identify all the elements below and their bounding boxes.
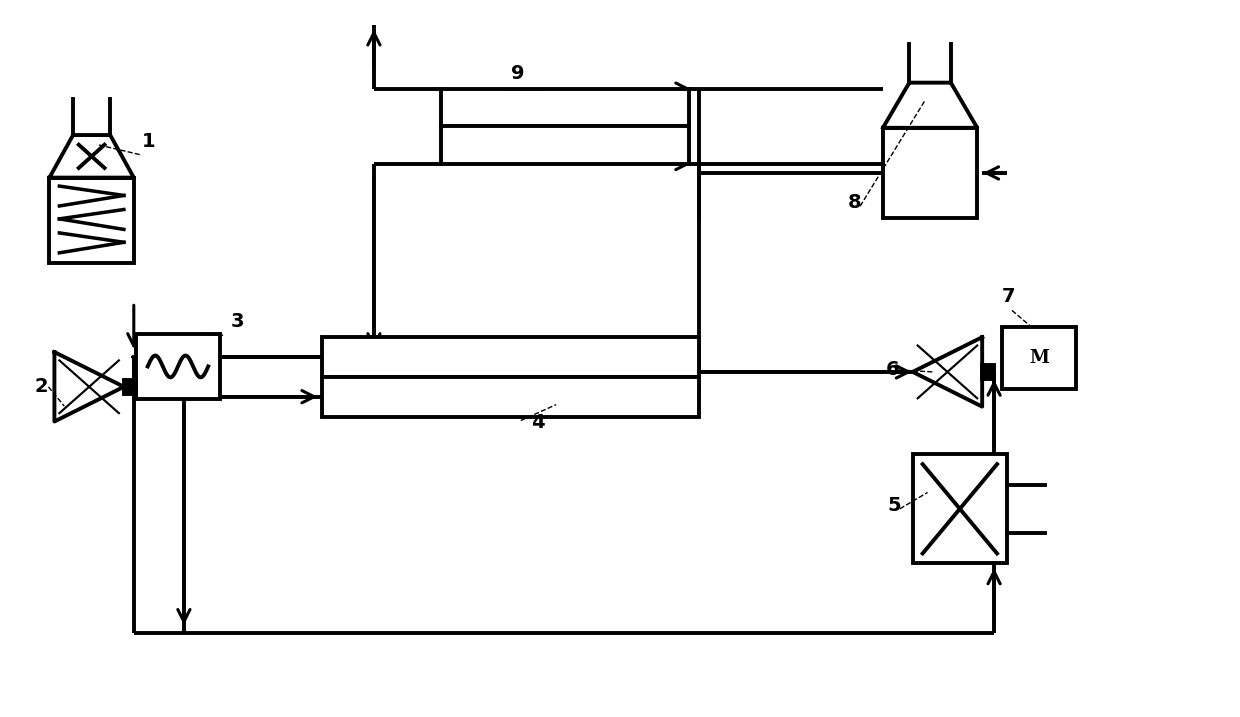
Bar bbox=[913, 455, 1007, 564]
Bar bbox=[883, 128, 977, 218]
Polygon shape bbox=[50, 135, 134, 178]
Bar bbox=[136, 334, 221, 399]
Text: M: M bbox=[1029, 349, 1049, 367]
Text: 6: 6 bbox=[885, 360, 899, 379]
Bar bbox=[1002, 327, 1076, 389]
Text: 2: 2 bbox=[35, 376, 48, 396]
Polygon shape bbox=[883, 82, 977, 128]
Polygon shape bbox=[913, 337, 982, 407]
Text: 4: 4 bbox=[531, 414, 544, 432]
Bar bbox=[982, 365, 994, 379]
Bar bbox=[441, 89, 689, 126]
Bar bbox=[124, 380, 136, 394]
Bar bbox=[322, 337, 699, 377]
Text: 3: 3 bbox=[231, 312, 244, 331]
Text: 1: 1 bbox=[141, 132, 155, 151]
Polygon shape bbox=[55, 352, 124, 422]
Text: 7: 7 bbox=[1002, 288, 1016, 306]
Bar bbox=[50, 178, 134, 262]
Text: 5: 5 bbox=[888, 496, 901, 515]
Text: 9: 9 bbox=[511, 65, 525, 83]
Bar bbox=[322, 377, 699, 417]
Text: 8: 8 bbox=[848, 193, 862, 212]
Bar bbox=[441, 126, 689, 163]
